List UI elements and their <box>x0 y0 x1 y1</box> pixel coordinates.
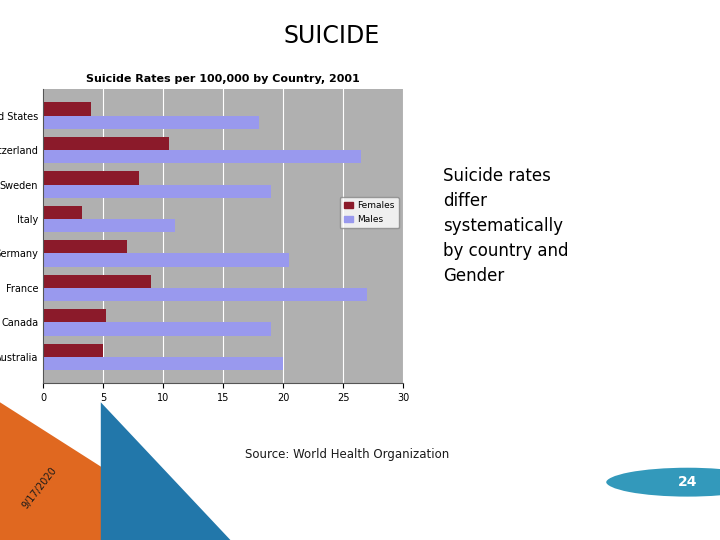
Text: Suicide rates
differ
systematically
by country and
Gender: Suicide rates differ systematically by c… <box>443 167 568 285</box>
Bar <box>43 185 271 198</box>
Bar <box>43 309 106 322</box>
Title: Suicide Rates per 100,000 by Country, 2001: Suicide Rates per 100,000 by Country, 20… <box>86 74 360 84</box>
Bar <box>43 253 289 267</box>
Bar <box>43 322 271 335</box>
Bar <box>43 171 139 185</box>
Polygon shape <box>101 402 230 540</box>
Bar <box>43 275 151 288</box>
Bar <box>43 344 103 357</box>
Text: 9/17/2020: 9/17/2020 <box>20 465 59 510</box>
Bar <box>43 240 127 253</box>
Bar <box>43 219 175 232</box>
Legend: Females, Males: Females, Males <box>340 197 399 228</box>
Bar <box>43 150 361 163</box>
Text: 24: 24 <box>678 475 698 489</box>
Bar <box>43 206 81 219</box>
Bar <box>43 357 283 370</box>
Text: Source: World Health Organization: Source: World Health Organization <box>245 448 449 461</box>
Polygon shape <box>0 402 216 540</box>
Text: SUICIDE: SUICIDE <box>283 24 379 48</box>
Bar <box>43 116 259 129</box>
Circle shape <box>605 467 720 498</box>
Bar <box>43 288 367 301</box>
Bar <box>43 137 169 150</box>
Bar <box>43 103 91 116</box>
